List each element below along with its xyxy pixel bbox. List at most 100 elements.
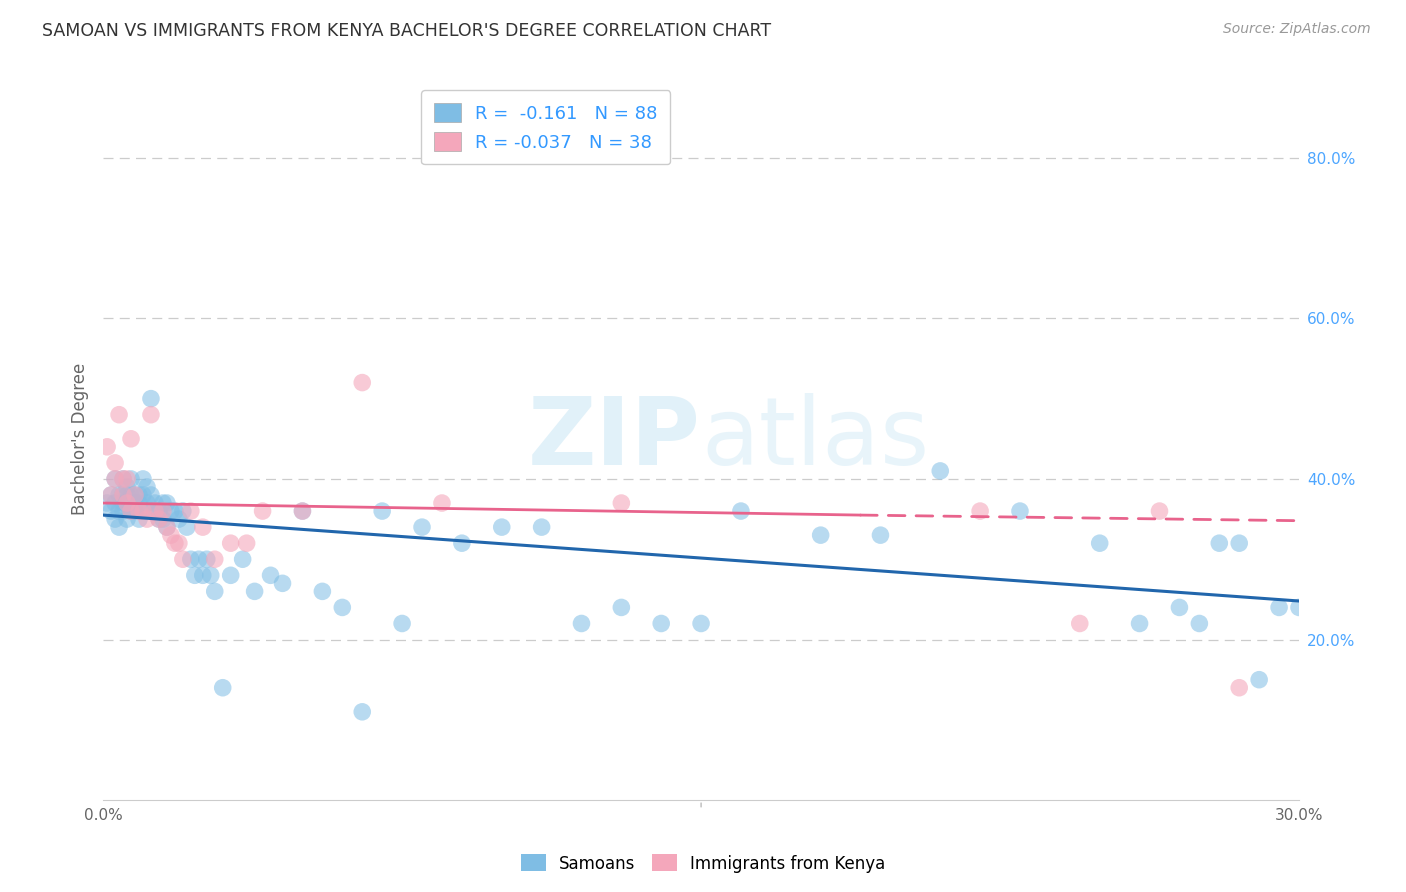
Point (148, 504, 170, 518)
Point (1227, 536, 1250, 550)
Point (160, 504, 183, 518)
Point (143, 504, 166, 518)
Point (104, 472, 127, 486)
Point (176, 520, 198, 534)
Point (219, 536, 242, 550)
Text: atlas: atlas (702, 392, 929, 484)
Point (1288, 600, 1310, 615)
Point (136, 480, 159, 494)
Point (156, 496, 179, 510)
Point (184, 568, 207, 582)
Text: ZIP: ZIP (529, 392, 702, 484)
Point (491, 520, 513, 534)
Point (152, 496, 174, 510)
Point (929, 464, 952, 478)
Point (115, 496, 138, 510)
Point (124, 504, 146, 518)
Point (969, 504, 991, 518)
Point (115, 472, 138, 486)
Point (100, 488, 122, 502)
Point (120, 432, 142, 446)
Point (128, 512, 150, 526)
Point (1208, 536, 1230, 550)
Point (610, 600, 633, 615)
Point (96, 440, 118, 454)
Point (115, 488, 138, 502)
Point (252, 504, 274, 518)
Point (530, 520, 553, 534)
Point (132, 504, 155, 518)
Point (291, 504, 314, 518)
Point (810, 528, 832, 542)
Point (172, 552, 194, 566)
Point (115, 512, 138, 526)
Point (211, 681, 233, 695)
Point (124, 488, 146, 502)
Point (128, 496, 150, 510)
Point (571, 616, 593, 631)
Point (120, 504, 142, 518)
Point (132, 472, 155, 486)
Point (1149, 504, 1171, 518)
Point (430, 496, 453, 510)
Point (180, 552, 202, 566)
Point (112, 488, 135, 502)
Point (104, 456, 127, 470)
Point (112, 504, 135, 518)
Point (411, 520, 433, 534)
Point (243, 584, 266, 599)
Point (219, 568, 242, 582)
Point (391, 616, 413, 631)
Point (172, 504, 194, 518)
Point (115, 496, 138, 510)
Point (1129, 616, 1152, 631)
Point (1268, 600, 1291, 615)
Point (195, 552, 218, 566)
Point (139, 488, 162, 502)
Point (235, 536, 257, 550)
Point (1069, 616, 1091, 631)
Point (120, 488, 142, 502)
Point (139, 392, 162, 406)
Point (1008, 504, 1031, 518)
Point (96, 496, 118, 510)
Point (120, 472, 142, 486)
Legend: Samoans, Immigrants from Kenya: Samoans, Immigrants from Kenya (513, 847, 893, 880)
Point (156, 520, 179, 534)
Point (100, 488, 122, 502)
Point (124, 496, 146, 510)
Point (1249, 673, 1271, 687)
Point (124, 488, 146, 502)
Point (115, 480, 138, 494)
Point (352, 705, 374, 719)
Point (120, 504, 142, 518)
Point (108, 520, 131, 534)
Point (690, 616, 713, 631)
Point (730, 504, 752, 518)
Point (191, 520, 214, 534)
Point (128, 488, 150, 502)
Point (160, 528, 183, 542)
Point (451, 536, 474, 550)
Point (132, 504, 155, 518)
Point (100, 504, 122, 518)
Point (108, 504, 131, 518)
Point (128, 504, 150, 518)
Point (152, 512, 174, 526)
Y-axis label: Bachelor's Degree: Bachelor's Degree (72, 363, 89, 515)
Point (167, 512, 190, 526)
Point (1168, 600, 1191, 615)
Point (104, 512, 127, 526)
Point (156, 520, 179, 534)
Point (311, 584, 333, 599)
Point (136, 496, 159, 510)
Point (352, 376, 374, 390)
Point (291, 504, 314, 518)
Point (163, 504, 186, 518)
Point (371, 504, 394, 518)
Point (650, 616, 672, 631)
Point (112, 496, 135, 510)
Point (132, 488, 155, 502)
Point (167, 536, 190, 550)
Point (204, 584, 226, 599)
